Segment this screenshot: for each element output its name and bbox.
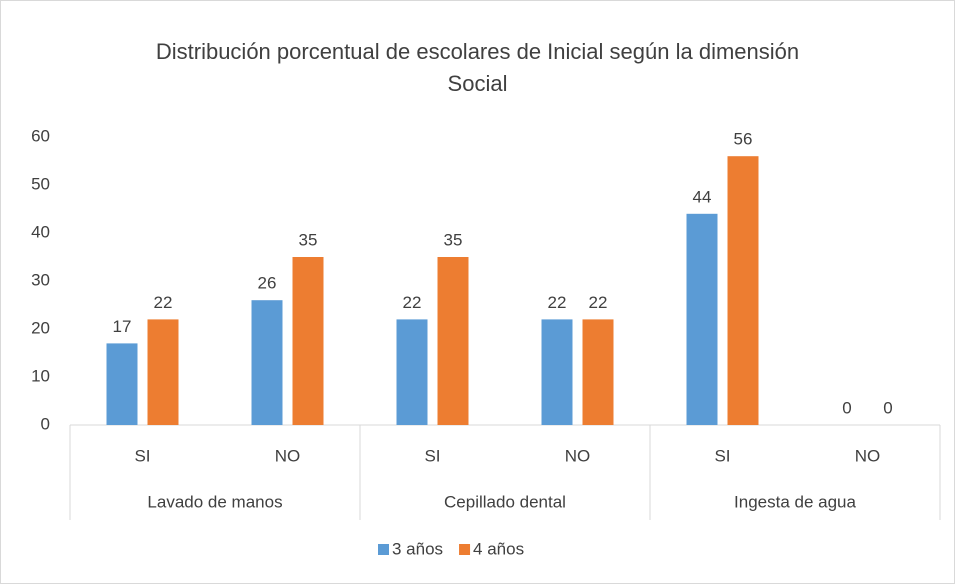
bar: [541, 319, 573, 425]
bar: [251, 300, 283, 425]
data-label: 35: [299, 230, 318, 249]
legend-swatch: [459, 544, 471, 555]
data-label: 56: [734, 130, 753, 149]
y-tick-label: 60: [31, 126, 50, 145]
group-label: Ingesta de agua: [734, 492, 856, 511]
x-tick-label: SI: [424, 446, 440, 465]
y-tick-label: 10: [31, 366, 50, 385]
legend-swatch: [378, 544, 389, 555]
data-label: 35: [444, 230, 463, 249]
legend-label: 3 años: [392, 539, 443, 558]
data-label: 26: [258, 274, 277, 293]
group-label: Lavado de manos: [147, 492, 282, 511]
data-label: 22: [548, 293, 567, 312]
y-tick-label: 30: [31, 270, 50, 289]
data-label: 44: [693, 187, 712, 206]
y-tick-label: 50: [31, 174, 50, 193]
bar: [686, 213, 718, 425]
bar: [396, 319, 428, 425]
bar: [727, 156, 759, 425]
x-tick-label: SI: [134, 446, 150, 465]
bar: [292, 257, 324, 425]
legend-label: 4 años: [473, 539, 524, 558]
y-tick-label: 20: [31, 318, 50, 337]
bar: [437, 257, 469, 425]
y-tick-label: 0: [41, 414, 50, 433]
x-tick-label: NO: [275, 446, 301, 465]
bar: [147, 319, 179, 425]
group-label: Cepillado dental: [444, 492, 566, 511]
chart-title: Distribución porcentual de escolares de …: [155, 39, 800, 96]
x-tick-label: NO: [565, 446, 591, 465]
data-label: 0: [842, 398, 851, 417]
x-tick-label: NO: [855, 446, 881, 465]
bar: [582, 319, 614, 425]
data-label: 22: [154, 293, 173, 312]
data-label: 22: [589, 293, 608, 312]
data-label: 22: [403, 293, 422, 312]
x-tick-label: SI: [714, 446, 730, 465]
data-label: 17: [113, 317, 132, 336]
bar: [106, 343, 138, 425]
y-tick-label: 40: [31, 222, 50, 241]
data-label: 0: [883, 398, 892, 417]
